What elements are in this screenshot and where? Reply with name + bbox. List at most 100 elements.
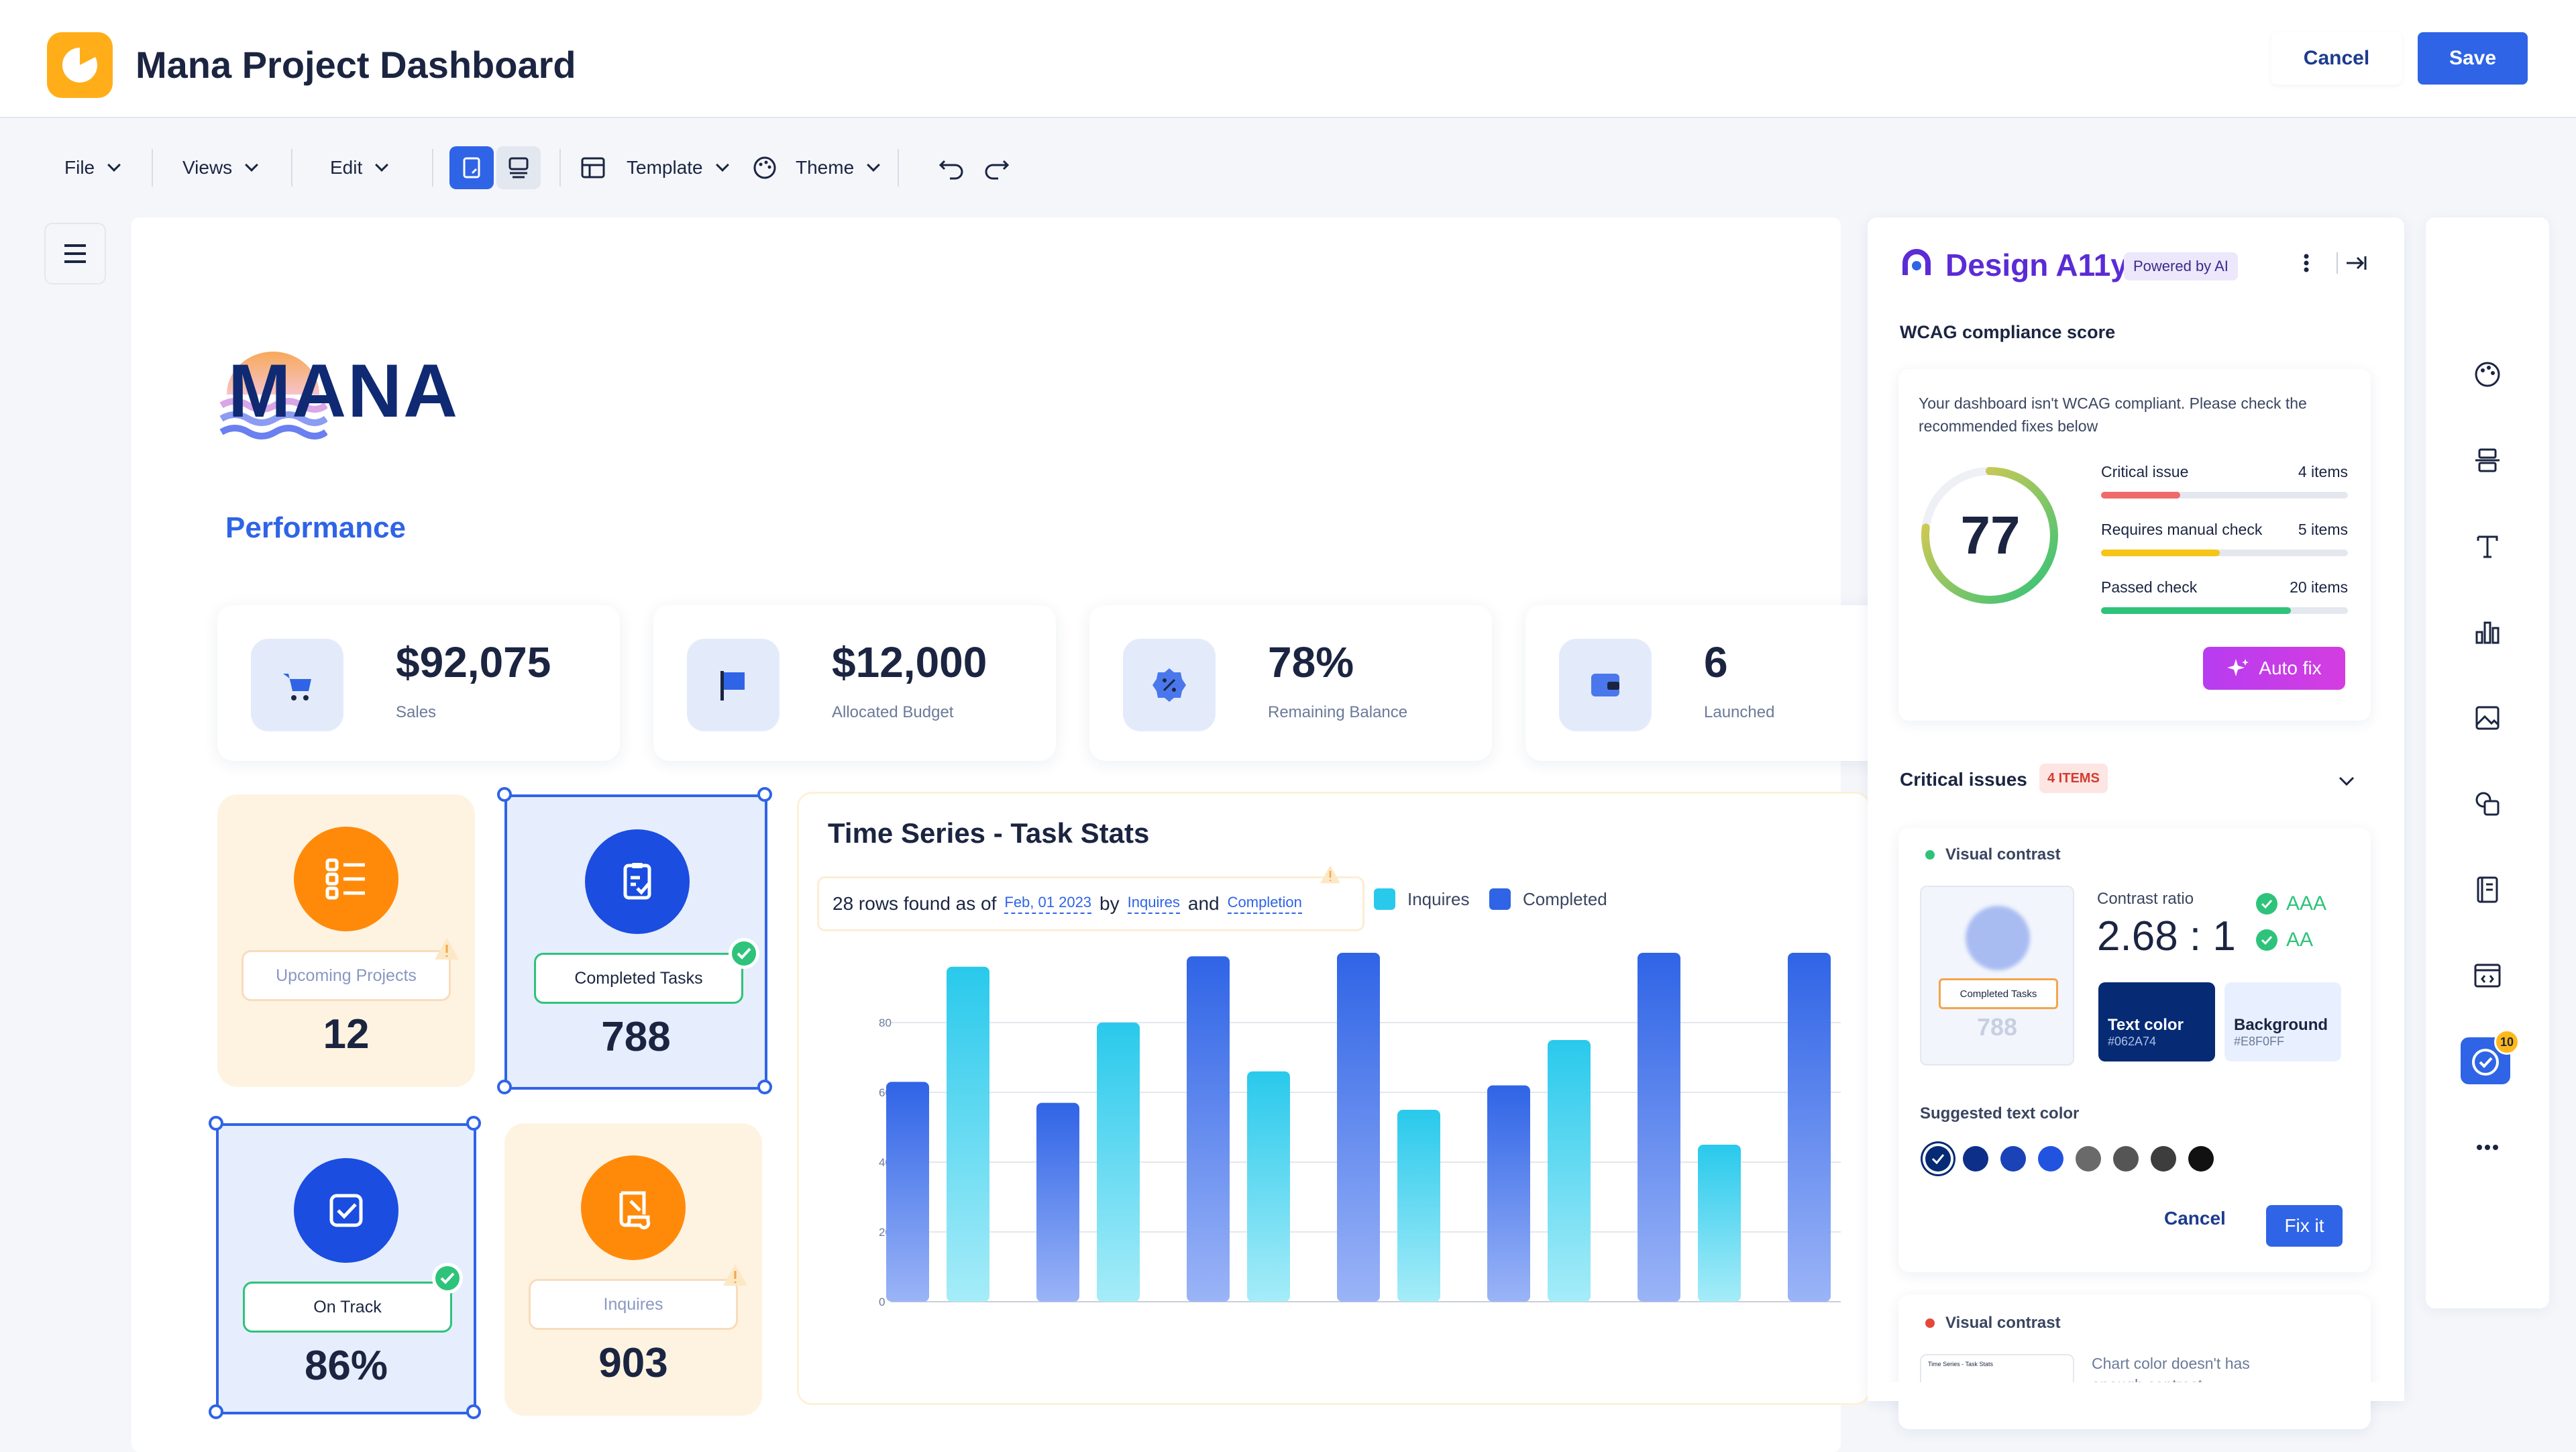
tile-upcoming-projects[interactable]: Upcoming Projects 12 (217, 794, 475, 1087)
layout-rows-icon[interactable] (2471, 444, 2504, 476)
color-swatch[interactable] (2188, 1146, 2214, 1172)
bar-completed[interactable] (1788, 953, 1831, 1302)
hamburger-menu-button[interactable] (44, 223, 106, 284)
bar-completed[interactable] (1337, 953, 1380, 1302)
save-button[interactable]: Save (2418, 32, 2528, 85)
metric-bar (2101, 492, 2348, 499)
bar-completed[interactable] (886, 1082, 929, 1302)
kpi-card-launched[interactable]: 6 Launched (1525, 605, 1928, 761)
score-title: WCAG compliance score (1900, 322, 2116, 342)
filter-field-chip[interactable]: Completion (1227, 894, 1302, 914)
score-message: Your dashboard isn't WCAG compliant. Ple… (1919, 395, 2307, 435)
text-color-swatch[interactable]: Text color #062A74 (2098, 982, 2215, 1061)
bar-inquires[interactable] (1247, 1071, 1290, 1302)
color-swatch[interactable] (2000, 1146, 2026, 1172)
bar-inquires[interactable] (1097, 1023, 1140, 1302)
aaa-label: AAA (2286, 892, 2327, 915)
kpi-card-balance[interactable]: 78% Remaining Balance (1089, 605, 1492, 761)
issue-description: Chart color doesn't has enough contrast (2092, 1355, 2250, 1385)
accessibility-check-button[interactable]: 10 (2461, 1029, 2520, 1084)
y-tick-label: 0 (879, 1296, 885, 1308)
bar-completed[interactable] (1187, 956, 1230, 1302)
more-horizontal-icon[interactable] (2471, 1131, 2504, 1163)
resize-handle[interactable] (209, 1404, 223, 1419)
landscape-view-button[interactable] (496, 146, 541, 189)
theme-menu-label: Theme (796, 157, 855, 178)
chevron-down-icon (715, 158, 729, 172)
color-swatch[interactable] (2113, 1146, 2139, 1172)
filter-field-chip[interactable]: Inquires (1127, 894, 1180, 914)
kpi-value: $12,000 (832, 638, 987, 686)
tile-inquires[interactable]: Inquires 903 (504, 1123, 762, 1416)
resize-handle[interactable] (497, 1080, 512, 1094)
palette-icon[interactable] (2471, 358, 2504, 391)
bar-completed[interactable] (1036, 1102, 1079, 1302)
background-hex: #E8F0FF (2234, 1035, 2285, 1048)
tile-on-track[interactable]: On Track 86% (209, 1116, 481, 1419)
resize-handle[interactable] (466, 1404, 481, 1419)
tile-label: Inquires (529, 1279, 738, 1330)
bar-inquires[interactable] (1548, 1040, 1591, 1302)
bar-inquires[interactable] (947, 966, 989, 1302)
cancel-button[interactable]: Cancel (2271, 32, 2402, 85)
template-menu[interactable]: Template (580, 149, 729, 187)
undo-icon[interactable] (936, 152, 966, 181)
chevron-down-icon (245, 158, 259, 172)
resize-handle[interactable] (497, 787, 512, 802)
metric-bar (2101, 550, 2348, 556)
color-swatch[interactable] (1925, 1146, 1951, 1172)
color-swatch[interactable] (1963, 1146, 1988, 1172)
panel-fade (1868, 1382, 2404, 1401)
kpi-label: Sales (396, 703, 437, 721)
resize-handle[interactable] (757, 787, 772, 802)
kpi-card-budget[interactable]: $12,000 Allocated Budget (653, 605, 1056, 761)
bar-chart-icon[interactable] (2471, 616, 2504, 648)
check-icon (432, 1263, 463, 1294)
portrait-view-button[interactable] (449, 146, 494, 189)
layout-icon (508, 157, 529, 178)
bar-inquires[interactable] (1698, 1145, 1741, 1302)
tile-completed-tasks[interactable]: Completed Tasks 788 (497, 787, 772, 1094)
cart-icon (251, 639, 343, 731)
image-icon[interactable] (2471, 702, 2504, 734)
bar-completed[interactable] (1487, 1085, 1530, 1302)
background-color-swatch[interactable]: Background #E8F0FF (2224, 982, 2341, 1061)
auto-fix-button[interactable]: Auto fix (2203, 647, 2345, 690)
collapse-panel-icon[interactable] (2336, 250, 2369, 276)
bar-inquires[interactable] (1397, 1110, 1440, 1302)
edit-menu[interactable]: Edit (330, 149, 389, 187)
warning-icon (723, 1264, 747, 1286)
kpi-value: 78% (1268, 638, 1354, 686)
resize-handle[interactable] (757, 1080, 772, 1094)
color-swatch[interactable] (2076, 1146, 2101, 1172)
status-dot (1925, 850, 1935, 860)
contrast-ratio: 2.68 : 1 (2097, 913, 2236, 960)
views-menu[interactable]: Views (182, 149, 259, 187)
text-icon[interactable] (2471, 530, 2504, 562)
bar-completed[interactable] (1638, 953, 1680, 1302)
color-swatch[interactable] (2151, 1146, 2176, 1172)
issue-cancel-button[interactable]: Cancel (2164, 1208, 2226, 1229)
notebook-icon[interactable] (2471, 874, 2504, 906)
theme-menu[interactable]: Theme (751, 149, 881, 187)
fix-it-button[interactable]: Fix it (2266, 1205, 2343, 1247)
code-window-icon[interactable] (2471, 960, 2504, 992)
metric-label: Passed check (2101, 578, 2198, 596)
critical-issues-title: Critical issues (1900, 769, 2027, 790)
more-vertical-icon[interactable] (2294, 250, 2318, 276)
filter-date-chip[interactable]: Feb, 01 2023 (1004, 894, 1092, 914)
table-icon (581, 157, 605, 178)
mana-logo-icon (219, 352, 327, 439)
redo-icon[interactable] (982, 152, 1012, 181)
resize-handle[interactable] (209, 1116, 223, 1131)
toolbar-divider (152, 149, 153, 187)
chart-filter[interactable]: 28 rows found as of Feb, 01 2023 by Inqu… (817, 876, 1364, 931)
a11y-logo-icon (1902, 249, 1931, 275)
chevron-down-icon[interactable] (2333, 768, 2360, 794)
file-menu[interactable]: File (64, 149, 121, 187)
color-swatch[interactable] (2038, 1146, 2063, 1172)
resize-handle[interactable] (466, 1116, 481, 1131)
shapes-icon[interactable] (2471, 788, 2504, 820)
issue-header: Visual contrast (1925, 845, 2061, 864)
kpi-card-sales[interactable]: $92,075 Sales (217, 605, 620, 761)
